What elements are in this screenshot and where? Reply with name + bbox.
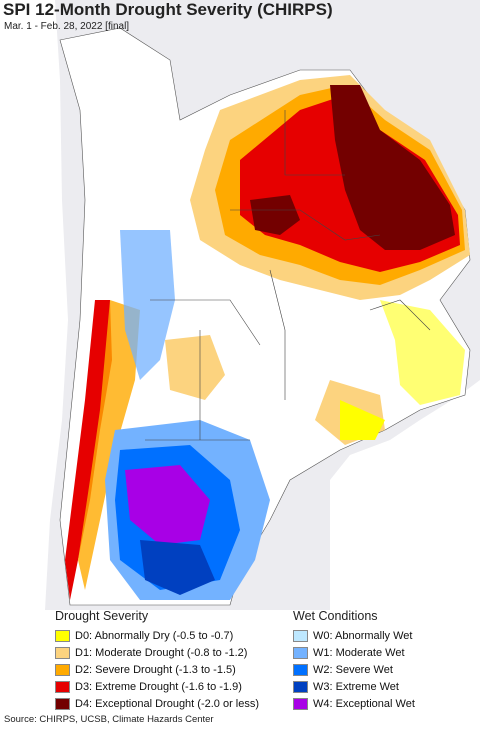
legend-swatch-w0 [293, 629, 308, 642]
legend-swatch-d0 [55, 629, 70, 642]
legend-swatch-w4 [293, 697, 308, 710]
borders [145, 110, 431, 441]
drought-legend: Drought Severity D0: Abnormally Dry (-0.… [55, 609, 259, 712]
legend-item-w4: W4: Exceptional Wet [293, 695, 415, 712]
legend-item-d2: D2: Severe Drought (-1.3 to -1.5) [55, 661, 259, 678]
legend-item-d0: D0: Abnormally Dry (-0.5 to -0.7) [55, 627, 259, 644]
d2-strip-west [78, 300, 140, 590]
legend-label-d0: D0: Abnormally Dry (-0.5 to -0.7) [75, 629, 234, 642]
legend-swatch-d4 [55, 697, 70, 710]
map-svg [0, 0, 480, 610]
d0-region-east [380, 300, 465, 405]
legend-label-d1: D1: Moderate Drought (-0.8 to -1.2) [75, 646, 248, 659]
d3-strip-west [65, 300, 112, 600]
w1-region-west [120, 230, 175, 380]
legend-label-d2: D2: Severe Drought (-1.3 to -1.5) [75, 663, 236, 676]
legend-swatch-d1 [55, 646, 70, 659]
legend-swatch-w2 [293, 663, 308, 676]
d0-region-coast [340, 400, 385, 440]
d4-region-northeast [330, 85, 455, 250]
legend-item-w3: W3: Extreme Wet [293, 678, 415, 695]
legend-item-w2: W2: Severe Wet [293, 661, 415, 678]
d4-region-central [250, 195, 300, 235]
legend-item-w0: W0: Abnormally Wet [293, 627, 415, 644]
source-note: Source: CHIRPS, UCSB, Climate Hazards Ce… [4, 714, 214, 725]
legend-label-w2: W2: Severe Wet [313, 663, 393, 676]
wet-legend: Wet Conditions W0: Abnormally Wet W1: Mo… [293, 609, 415, 712]
legend-label-w4: W4: Exceptional Wet [313, 697, 415, 710]
legend-item-d4: D4: Exceptional Drought (-2.0 or less) [55, 695, 259, 712]
legend-swatch-d3 [55, 680, 70, 693]
drought-legend-heading: Drought Severity [55, 609, 149, 623]
legend-item-d1: D1: Moderate Drought (-0.8 to -1.2) [55, 644, 259, 661]
w3-region-south [140, 540, 215, 595]
d1-region-central [165, 335, 225, 400]
atlantic-ocean [330, 380, 480, 610]
legend-label-d4: D4: Exceptional Drought (-2.0 or less) [75, 697, 260, 710]
legend-swatch-d2 [55, 663, 70, 676]
legend-swatch-w1 [293, 646, 308, 659]
legend-swatch-w3 [293, 680, 308, 693]
w4-region-south [125, 465, 210, 545]
legend-label-w0: W0: Abnormally Wet [313, 629, 413, 642]
legend-label-d3: D3: Extreme Drought (-1.6 to -1.9) [75, 680, 242, 693]
legend-item-d3: D3: Extreme Drought (-1.6 to -1.9) [55, 678, 259, 695]
legend-label-w1: W1: Moderate Wet [313, 646, 405, 659]
map-title: SPI 12-Month Drought Severity (CHIRPS) [3, 0, 333, 19]
legend-label-w3: W3: Extreme Wet [313, 680, 399, 693]
drought-map [0, 0, 480, 610]
map-subtitle: Mar. 1 - Feb. 28, 2022 [final] [4, 21, 130, 32]
legend-item-w1: W1: Moderate Wet [293, 644, 415, 661]
pacific-ocean [0, 0, 68, 610]
wet-legend-heading: Wet Conditions [293, 609, 378, 623]
